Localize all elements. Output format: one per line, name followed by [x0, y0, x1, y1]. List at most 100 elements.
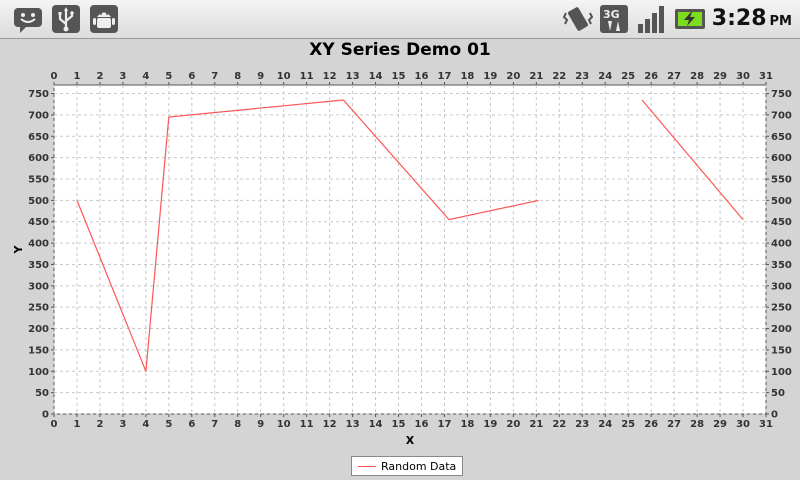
x-tick-label: 9: [257, 419, 264, 430]
x-tick-label-top: 14: [369, 71, 383, 82]
x-tick-label: 26: [644, 419, 658, 430]
clock: 3:28 PM: [712, 5, 792, 33]
x-tick-label-top: 8: [234, 71, 241, 82]
x-tick-label-top: 26: [644, 71, 658, 82]
y-tick-label-right: 550: [771, 175, 792, 186]
x-tick-label: 13: [346, 419, 360, 430]
plot-area: [53, 84, 767, 415]
y-tick-label-right: 100: [771, 367, 792, 378]
x-tick-label: 4: [142, 419, 149, 430]
x-tick-label-top: 5: [165, 71, 172, 82]
y-tick-label: 700: [28, 110, 49, 121]
x-tick-label: 5: [165, 419, 172, 430]
x-tick-label-top: 2: [96, 71, 103, 82]
x-tick-label-top: 22: [552, 71, 566, 82]
x-tick-label-top: 3: [119, 71, 126, 82]
x-tick-label-top: 0: [51, 71, 58, 82]
x-tick-label: 11: [300, 419, 314, 430]
y-tick-label: 0: [42, 410, 49, 421]
y-tick-label-right: 200: [771, 324, 792, 335]
x-tick-label: 19: [483, 419, 497, 430]
x-tick-label-top: 11: [300, 71, 314, 82]
x-tick-label: 10: [277, 419, 291, 430]
series-line-segment: [641, 99, 744, 220]
x-tick-label-top: 15: [392, 71, 406, 82]
y-tick-label: 550: [28, 175, 49, 186]
y-tick-label-right: 300: [771, 281, 792, 292]
y-tick-label-right: 650: [771, 132, 792, 143]
x-tick-label-top: 4: [142, 71, 149, 82]
y-tick-label-right: 700: [771, 110, 792, 121]
y-tick-label: 750: [28, 89, 49, 100]
usb-icon[interactable]: [50, 4, 82, 34]
grid-lines: [53, 85, 767, 415]
legend: Random Data: [351, 456, 464, 476]
x-tick-label: 30: [736, 419, 750, 430]
x-tick-label: 6: [188, 419, 195, 430]
clock-time: 3:28: [711, 6, 767, 31]
x-tick-label-top: 28: [690, 71, 704, 82]
x-tick-label: 29: [713, 419, 727, 430]
status-bar: 3G 3:28 PM: [0, 0, 800, 39]
series-lines: [76, 99, 744, 372]
x-tick-label: 12: [323, 419, 337, 430]
y-tick-label-right: 50: [771, 388, 785, 399]
y-tick-label: 300: [28, 281, 49, 292]
y-tick-label: 200: [28, 324, 49, 335]
y-tick-label-right: 500: [771, 196, 792, 207]
x-tick-label: 8: [234, 419, 241, 430]
x-tick-label: 14: [369, 419, 383, 430]
y-tick-label: 650: [28, 132, 49, 143]
x-tick-label-top: 20: [506, 71, 520, 82]
svg-text:3G: 3G: [603, 8, 620, 21]
3g-data-icon: 3G: [600, 5, 628, 33]
x-tick-label: 17: [437, 419, 451, 430]
x-tick-label: 15: [392, 419, 406, 430]
legend-swatch: [358, 465, 376, 467]
x-tick-label: 24: [598, 419, 612, 430]
x-tick-label: 18: [460, 419, 474, 430]
axis-ticks: 0011223344556677889910101111121213131414…: [28, 71, 792, 430]
clock-ampm: PM: [769, 14, 792, 29]
series-line-segment: [76, 99, 539, 372]
y-tick-label-right: 350: [771, 260, 792, 271]
messaging-icon[interactable]: [12, 4, 44, 34]
x-tick-label-top: 25: [621, 71, 635, 82]
x-tick-label-top: 24: [598, 71, 612, 82]
vibrate-icon: [562, 7, 594, 31]
x-tick-label: 2: [96, 419, 103, 430]
y-tick-label: 50: [35, 388, 49, 399]
android-debug-icon[interactable]: [88, 4, 120, 34]
y-tick-label-right: 450: [771, 217, 792, 228]
x-tick-label: 28: [690, 419, 704, 430]
y-tick-label-right: 600: [771, 153, 792, 164]
y-tick-label: 450: [28, 217, 49, 228]
x-tick-label-top: 7: [211, 71, 218, 82]
x-tick-label-top: 17: [437, 71, 451, 82]
x-tick-label: 7: [211, 419, 218, 430]
x-tick-label-top: 6: [188, 71, 195, 82]
chart-title: XY Series Demo 01: [309, 40, 491, 60]
x-tick-label-top: 21: [529, 71, 543, 82]
x-tick-label: 1: [73, 419, 80, 430]
x-tick-label-top: 30: [736, 71, 750, 82]
x-tick-label-top: 27: [667, 71, 681, 82]
legend-label-random-data: Random Data: [381, 459, 457, 473]
x-tick-label-top: 1: [73, 71, 80, 82]
signal-strength-icon: [638, 6, 664, 33]
y-tick-label: 150: [28, 345, 49, 356]
y-tick-label-right: 0: [771, 410, 778, 421]
y-tick-label-right: 250: [771, 303, 792, 314]
y-tick-label: 500: [28, 196, 49, 207]
y-tick-label-right: 750: [771, 89, 792, 100]
x-tick-label: 21: [529, 419, 543, 430]
x-tick-label: 3: [119, 419, 126, 430]
y-tick-label-right: 400: [771, 239, 792, 250]
x-tick-label: 27: [667, 419, 681, 430]
x-tick-label-top: 31: [759, 71, 773, 82]
x-tick-label: 16: [415, 419, 429, 430]
y-tick-label: 600: [28, 153, 49, 164]
y-tick-label: 100: [28, 367, 49, 378]
x-tick-label-top: 23: [575, 71, 589, 82]
